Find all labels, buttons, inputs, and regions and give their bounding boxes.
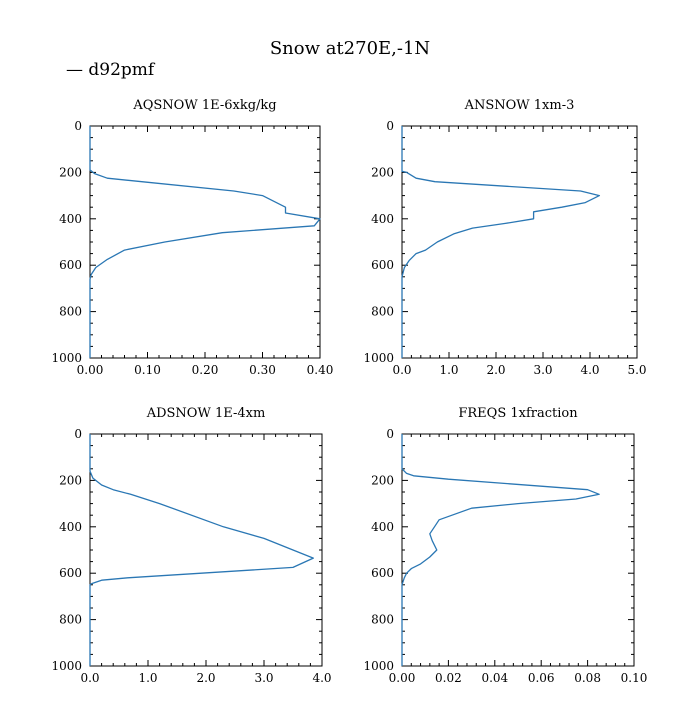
y-tick-label: 200 bbox=[371, 165, 394, 179]
y-tick-label: 400 bbox=[59, 520, 82, 534]
panel-title: ADSNOW 1E-4xm bbox=[146, 406, 266, 421]
y-tick-label: 200 bbox=[59, 165, 82, 179]
series-line-d92pmf bbox=[89, 434, 314, 666]
chart-panel: ANSNOW 1xm-3 0.0 1.0 2.0 3.0 4.0 5.0 0 200 400 600… bbox=[363, 98, 646, 377]
y-tick-label: 600 bbox=[59, 258, 82, 272]
y-tick-label: 200 bbox=[371, 473, 394, 487]
x-tick-label: 0.0 bbox=[80, 671, 99, 685]
plot-frame bbox=[89, 125, 321, 359]
x-tick-label: 2.0 bbox=[486, 363, 505, 377]
x-tick-label: 0.40 bbox=[307, 363, 334, 377]
y-tick-label: 400 bbox=[371, 212, 394, 226]
y-tick-label: 1000 bbox=[363, 659, 394, 673]
plot-frame bbox=[89, 433, 323, 667]
y-tick-label: 800 bbox=[59, 305, 82, 319]
y-tick-label: 1000 bbox=[51, 659, 82, 673]
x-tick-label: 4.0 bbox=[580, 363, 599, 377]
x-tick-label: 0.30 bbox=[249, 363, 276, 377]
series-line-d92pmf bbox=[89, 126, 321, 358]
figure-title: Snow at270E,-1N bbox=[270, 38, 430, 59]
y-tick-label: 600 bbox=[59, 566, 82, 580]
x-tick-label: 3.0 bbox=[254, 671, 273, 685]
x-tick-label: 0.20 bbox=[192, 363, 219, 377]
x-tick-label: 4.0 bbox=[312, 671, 331, 685]
x-tick-label: 2.0 bbox=[196, 671, 215, 685]
chart-panel: FREQS 1xfraction 0.00 0.02 0.04 0.06 0.08 0.10… bbox=[363, 406, 647, 685]
y-tick-label: 0 bbox=[74, 119, 82, 133]
y-tick-label: 1000 bbox=[51, 351, 82, 365]
y-tick-label: 0 bbox=[386, 119, 394, 133]
legend-entry: — d92pmf bbox=[66, 60, 156, 80]
x-tick-label: 0.00 bbox=[77, 363, 104, 377]
x-tick-label: 0.10 bbox=[621, 671, 648, 685]
chart-panels: AQSNOW 1E-6xkg/kg0.00 0.10 0.20 0.30 0.40020… bbox=[51, 98, 647, 685]
y-tick-label: 200 bbox=[59, 473, 82, 487]
y-tick-label: 800 bbox=[59, 613, 82, 627]
chart-panel: AQSNOW 1E-6xkg/kg 0.00 0.10 0.20 0.30 0.40 0 20… bbox=[51, 98, 333, 377]
panel-title: AQSNOW 1E-6xkg/kg bbox=[132, 98, 276, 113]
x-tick-label: 0.0 bbox=[392, 363, 411, 377]
panel-title: ANSNOW 1xm-3 bbox=[464, 98, 575, 113]
x-tick-label: 0.06 bbox=[528, 671, 555, 685]
x-tick-label: 1.0 bbox=[439, 363, 458, 377]
x-tick-label: 0.00 bbox=[389, 671, 416, 685]
x-tick-label: 0.10 bbox=[134, 363, 161, 377]
x-tick-label: 1.0 bbox=[138, 671, 157, 685]
y-tick-label: 400 bbox=[371, 520, 394, 534]
x-tick-label: 0.08 bbox=[574, 671, 601, 685]
x-tick-label: 0.02 bbox=[435, 671, 462, 685]
y-tick-label: 400 bbox=[59, 212, 82, 226]
series-line-d92pmf bbox=[401, 434, 600, 666]
x-tick-label: 3.0 bbox=[533, 363, 552, 377]
x-tick-label: 5.0 bbox=[627, 363, 646, 377]
series-line-d92pmf bbox=[401, 126, 601, 358]
y-tick-label: 600 bbox=[371, 566, 394, 580]
chart-panel: ADSNOW 1E-4xm 0.0 1.0 2.0 3.0 4.0 0 200 400 600 80… bbox=[51, 406, 331, 685]
y-tick-label: 800 bbox=[371, 613, 394, 627]
y-tick-label: 0 bbox=[74, 427, 82, 441]
y-tick-label: 600 bbox=[371, 258, 394, 272]
y-tick-label: 1000 bbox=[363, 351, 394, 365]
y-tick-label: 0 bbox=[386, 427, 394, 441]
x-tick-label: 0.04 bbox=[481, 671, 508, 685]
y-tick-label: 800 bbox=[371, 305, 394, 319]
panel-title: FREQS 1xfraction bbox=[458, 406, 578, 421]
